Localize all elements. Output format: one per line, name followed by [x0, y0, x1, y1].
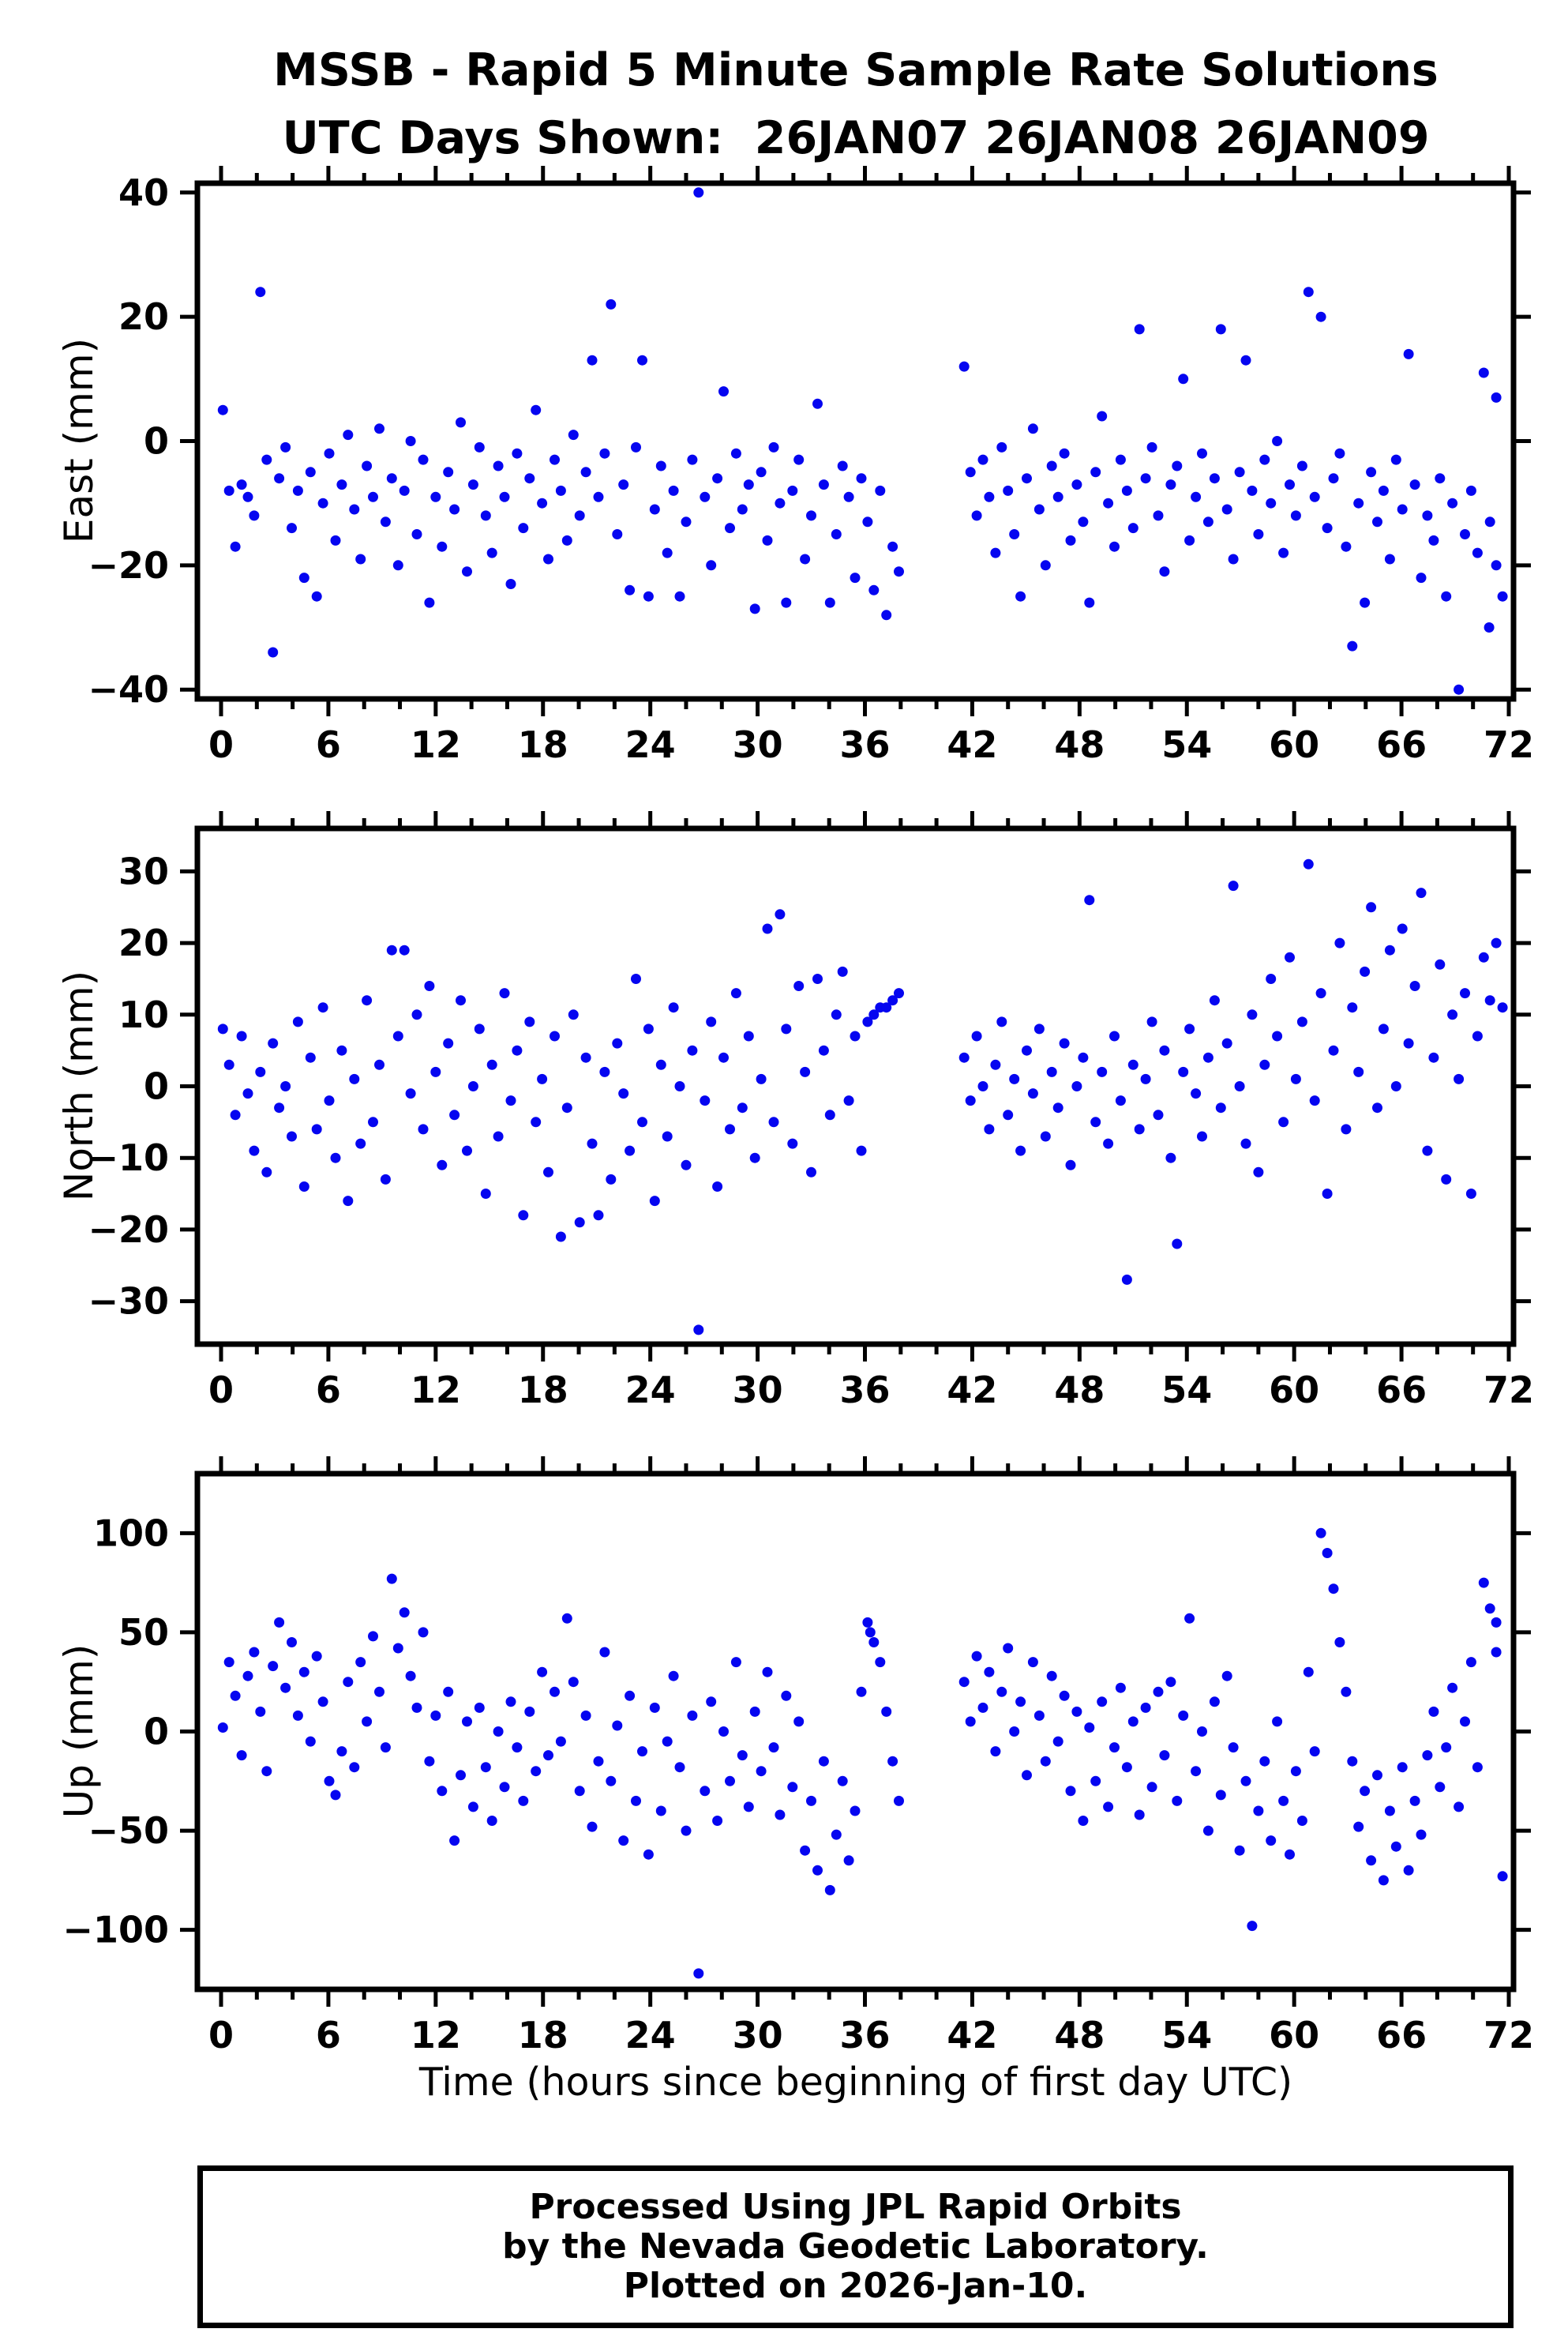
east-xtick-label: 66 — [1376, 723, 1427, 766]
east-ytick-label: −40 — [88, 668, 169, 711]
east-xtick-label: 18 — [518, 723, 568, 766]
north-xtick-label: 6 — [316, 1369, 341, 1411]
up-ytick-label: 100 — [93, 1512, 169, 1554]
up-xtick-label: 30 — [733, 2014, 783, 2056]
chart-subtitle: UTC Days Shown: 26JAN07 26JAN08 26JAN09 — [282, 112, 1430, 164]
north-xtick-label: 48 — [1054, 1369, 1105, 1411]
east-plot: 0 6 12 18 24 30 36 42 48 54 60 66 72 −40 −20 0 20 40 — [88, 166, 1534, 766]
up-ytick-label: 0 — [144, 1711, 169, 1753]
north-frame — [194, 825, 1517, 1347]
east-xtick-label: 54 — [1161, 723, 1212, 766]
north-xtick-label: 0 — [208, 1369, 234, 1411]
east-xtick-label: 72 — [1484, 723, 1534, 766]
north-ytick-label: 20 — [118, 922, 169, 964]
north-ytick-label: 0 — [144, 1065, 169, 1108]
up-xtick-label: 0 — [208, 2014, 234, 2056]
north-xtick-label: 30 — [733, 1369, 783, 1411]
north-points — [217, 858, 1508, 1335]
credit-line-1: Processed Using JPL Rapid Orbits — [529, 2187, 1182, 2227]
east-points — [217, 187, 1508, 695]
north-xtick-label: 54 — [1161, 1369, 1212, 1411]
up-axes — [180, 1456, 1531, 2007]
east-xtick-label: 48 — [1054, 723, 1105, 766]
x-axis-label: Time (hours since beginning of first day… — [418, 2060, 1293, 2105]
up-xtick-label: 72 — [1484, 2014, 1534, 2056]
up-xtick-label: 18 — [518, 2014, 568, 2056]
east-axes — [180, 166, 1531, 716]
up-xtick-label: 48 — [1054, 2014, 1105, 2056]
up-plot: 0 6 12 18 24 30 36 42 48 54 60 66 72 −100 −50 0 50 100 — [62, 1456, 1534, 2056]
credit-box: Processed Using JPL Rapid Orbits by the … — [197, 2165, 1514, 2328]
east-xtick-label: 12 — [411, 723, 461, 766]
north-xtick-label: 12 — [411, 1369, 461, 1411]
up-ytick-label: −50 — [88, 1809, 169, 1852]
chart-title: MSSB - Rapid 5 Minute Sample Rate Soluti… — [273, 44, 1439, 96]
north-plot: 0 6 12 18 24 30 36 42 48 54 60 66 72 −30 −20 −10 0 10 20 30 — [88, 811, 1534, 1411]
east-ytick-label: 0 — [144, 420, 169, 463]
up-xtick-label: 12 — [411, 2014, 461, 2056]
east-ytick-label: 20 — [118, 295, 169, 338]
credit-line-2: by the Nevada Geodetic Laboratory. — [502, 2226, 1209, 2267]
east-ytick-label: −20 — [88, 544, 169, 587]
north-axis-label: North (mm) — [56, 970, 102, 1202]
up-xtick-label: 66 — [1376, 2014, 1427, 2056]
up-xtick-label: 54 — [1161, 2014, 1212, 2056]
north-xtick-label: 72 — [1484, 1369, 1534, 1411]
east-ytick-label: 40 — [118, 171, 169, 214]
east-xtick-label: 42 — [947, 723, 997, 766]
up-xtick-label: 42 — [947, 2014, 997, 2056]
north-xtick-label: 60 — [1269, 1369, 1319, 1411]
credit-line-3: Plotted on 2026-Jan-10. — [623, 2266, 1088, 2306]
north-ytick-label: −20 — [88, 1208, 169, 1251]
north-ytick-label: −30 — [88, 1280, 169, 1323]
north-ytick-label: 10 — [118, 993, 169, 1036]
east-xtick-label: 30 — [733, 723, 783, 766]
east-xtick-label: 0 — [208, 723, 234, 766]
north-axes — [180, 811, 1531, 1362]
north-xtick-label: 24 — [625, 1369, 676, 1411]
up-points — [217, 1527, 1508, 1979]
east-axis-label: East (mm) — [56, 337, 102, 544]
up-ytick-label: −100 — [62, 1909, 169, 1951]
up-xtick-label: 6 — [316, 2014, 341, 2056]
east-frame — [194, 180, 1517, 702]
east-xtick-label: 6 — [316, 723, 341, 766]
up-xtick-label: 24 — [625, 2014, 676, 2056]
up-frame — [194, 1470, 1517, 1993]
north-ytick-label: −10 — [88, 1136, 169, 1179]
east-xtick-label: 36 — [839, 723, 890, 766]
north-ytick-label: 30 — [118, 850, 169, 892]
up-xtick-label: 60 — [1269, 2014, 1319, 2056]
east-xtick-label: 60 — [1269, 723, 1319, 766]
north-xtick-label: 66 — [1376, 1369, 1427, 1411]
north-xtick-label: 42 — [947, 1369, 997, 1411]
up-ytick-label: 50 — [118, 1611, 169, 1654]
north-xtick-label: 18 — [518, 1369, 568, 1411]
north-xtick-label: 36 — [839, 1369, 890, 1411]
up-xtick-label: 36 — [839, 2014, 890, 2056]
east-xtick-label: 24 — [625, 723, 676, 766]
up-axis-label: Up (mm) — [56, 1643, 102, 1819]
